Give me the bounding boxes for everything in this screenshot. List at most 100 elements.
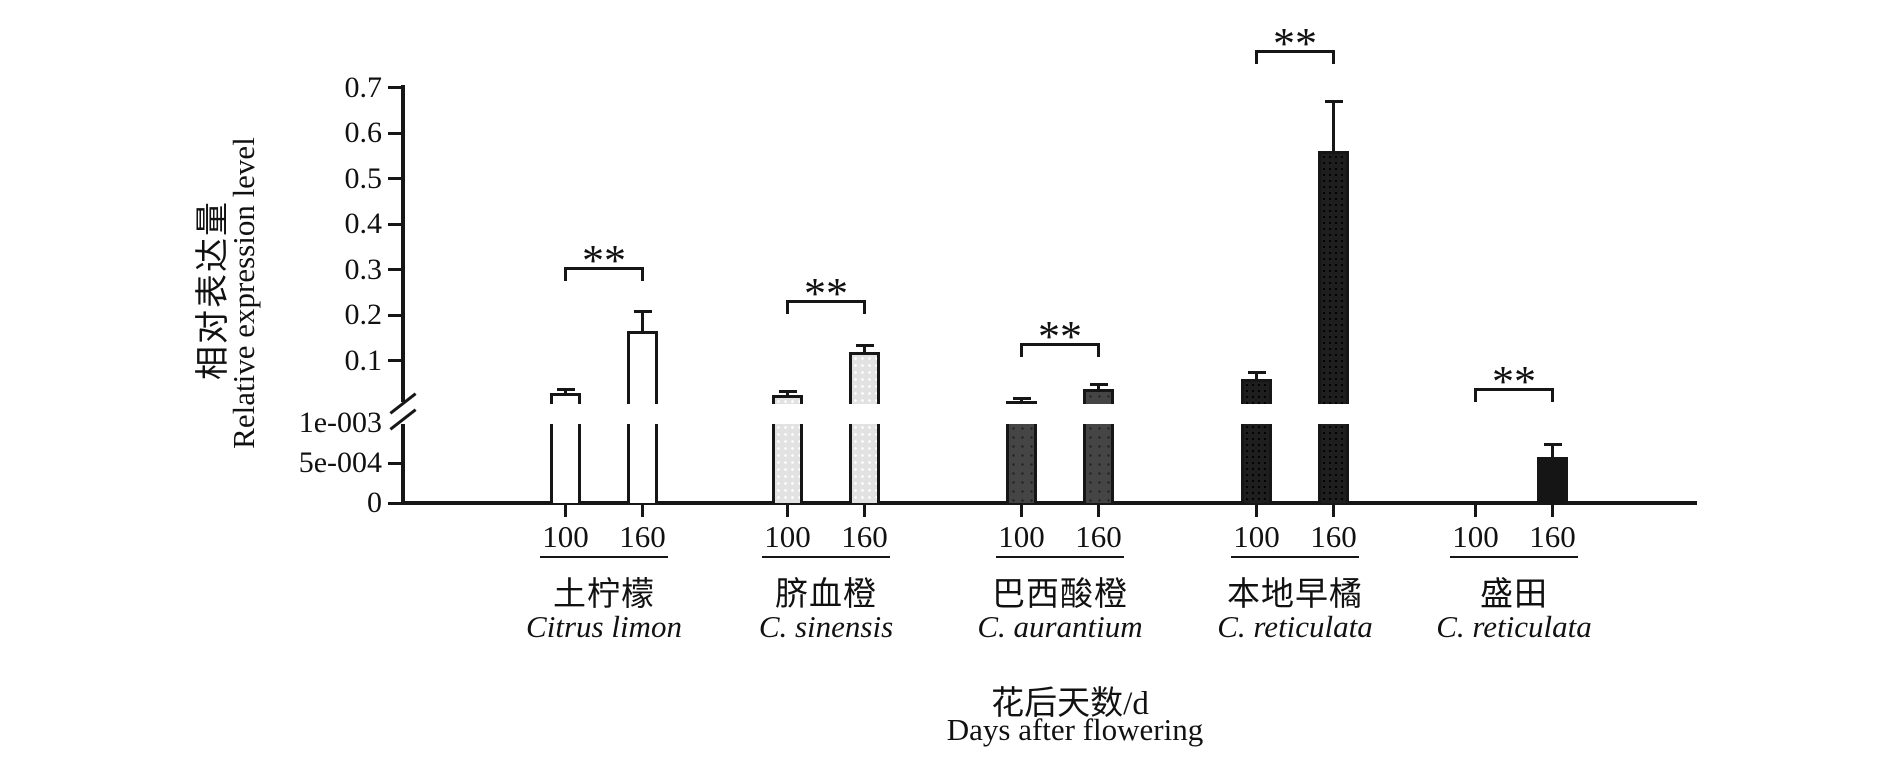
x-tick xyxy=(1255,505,1258,517)
day-label: 160 xyxy=(619,519,666,554)
group-name-latin: C. aurantium xyxy=(977,609,1143,644)
y-tick-label: 5e-004 xyxy=(298,446,382,479)
bar-upper-segment xyxy=(1318,151,1349,404)
sig-bracket-tick xyxy=(863,300,866,314)
error-bar-cap xyxy=(1324,99,1343,103)
day-label: 100 xyxy=(998,519,1045,554)
error-bar-cap xyxy=(556,388,575,392)
bar-lower-segment xyxy=(772,424,803,503)
bar-lower-segment xyxy=(550,424,581,503)
group-name-latin: C. reticulata xyxy=(1217,609,1373,644)
y-tick-label: 0.7 xyxy=(344,70,383,104)
sig-bracket xyxy=(1020,343,1100,346)
sig-bracket-tick xyxy=(1020,343,1023,357)
x-tick xyxy=(564,505,567,517)
y-tick-label: 0 xyxy=(367,486,382,519)
sig-bracket-tick xyxy=(1332,50,1335,64)
y-tick xyxy=(388,222,403,226)
day-label: 160 xyxy=(841,519,888,554)
bar-lower-segment xyxy=(627,424,658,503)
x-tick xyxy=(1332,505,1335,517)
sig-bracket xyxy=(1474,388,1554,391)
error-bar-cap xyxy=(855,343,874,347)
bar-upper-segment xyxy=(1083,388,1114,404)
bar-upper-segment xyxy=(772,395,803,404)
sig-bracket-tick xyxy=(1255,50,1258,64)
sig-bracket xyxy=(564,267,644,270)
bar-lower-segment xyxy=(1241,424,1272,503)
sig-bracket xyxy=(1255,50,1335,53)
day-label: 160 xyxy=(1310,519,1357,554)
sig-bracket-tick xyxy=(1474,388,1477,402)
error-bar xyxy=(1097,384,1100,389)
y-tick xyxy=(388,131,403,135)
group-underline xyxy=(762,556,890,558)
sig-bracket-tick xyxy=(641,267,644,281)
group-name-zh: 脐血橙 xyxy=(775,577,877,613)
day-label: 160 xyxy=(1075,519,1122,554)
y-tick xyxy=(388,501,403,505)
y-tick xyxy=(388,359,403,362)
x-axis-title-zh: 花后天数/d xyxy=(991,686,1149,722)
group-underline xyxy=(540,556,668,558)
x-tick xyxy=(1551,505,1554,517)
group-name-zh: 本地早橘 xyxy=(1227,577,1363,613)
sig-bracket xyxy=(786,300,866,303)
x-tick xyxy=(1020,505,1023,517)
error-bar xyxy=(564,389,567,394)
bar-upper-segment xyxy=(550,393,581,404)
y-tick-label: 0.5 xyxy=(344,161,383,195)
sig-label: ** xyxy=(1273,19,1317,68)
sig-bracket-tick xyxy=(1551,388,1554,402)
group-name-latin: C. reticulata xyxy=(1436,609,1592,644)
error-bar xyxy=(863,345,866,353)
y-axis-title-zh: 相对表达量 xyxy=(195,200,232,380)
day-label: 100 xyxy=(1233,519,1280,554)
sig-label: ** xyxy=(582,236,626,285)
bar-upper-segment xyxy=(1006,400,1037,404)
sig-bracket-tick xyxy=(1097,343,1100,357)
day-label: 160 xyxy=(1529,519,1576,554)
x-tick xyxy=(1474,505,1477,517)
error-bar-cap xyxy=(1543,443,1562,447)
x-tick xyxy=(786,505,789,517)
sig-bracket-tick xyxy=(786,300,789,314)
group-underline xyxy=(1450,556,1578,558)
y-tick xyxy=(388,268,403,271)
group-underline xyxy=(996,556,1124,558)
bar-upper-segment xyxy=(627,330,658,404)
y-tick xyxy=(388,177,403,180)
day-label: 100 xyxy=(764,519,811,554)
y-tick-label: 0.6 xyxy=(344,116,383,149)
error-bar xyxy=(1255,372,1258,379)
y-axis-line xyxy=(401,85,405,402)
group-name-zh: 土柠檬 xyxy=(553,577,655,613)
group-underline xyxy=(1231,556,1359,558)
bar-upper-segment xyxy=(849,352,880,404)
error-bar xyxy=(641,311,644,331)
error-bar xyxy=(1551,444,1554,457)
y-tick xyxy=(388,461,403,465)
y-axis-title-en: Relative expression level xyxy=(226,137,261,449)
bar-lower-segment xyxy=(1006,424,1037,503)
y-tick-label: 0.3 xyxy=(344,252,383,286)
x-tick xyxy=(863,505,866,517)
bar-lower-segment xyxy=(1318,424,1349,503)
y-tick xyxy=(388,86,403,89)
error-bar xyxy=(786,391,789,396)
day-label: 100 xyxy=(1452,519,1499,554)
y-tick-label: 0.2 xyxy=(344,298,383,331)
error-bar-cap xyxy=(1089,383,1108,387)
group-name-zh: 盛田 xyxy=(1480,577,1548,613)
y-tick xyxy=(388,313,403,317)
y-tick-label: 1e-003 xyxy=(298,406,382,439)
sig-label: ** xyxy=(1038,312,1082,361)
bar-upper-segment xyxy=(1241,378,1272,404)
group-name-latin: Citrus limon xyxy=(526,609,682,644)
group-name-latin: C. sinensis xyxy=(758,609,894,644)
error-bar-cap xyxy=(633,310,652,314)
y-tick-label: 0.1 xyxy=(344,343,383,377)
error-bar xyxy=(1332,101,1335,152)
y-axis-line xyxy=(401,424,405,505)
